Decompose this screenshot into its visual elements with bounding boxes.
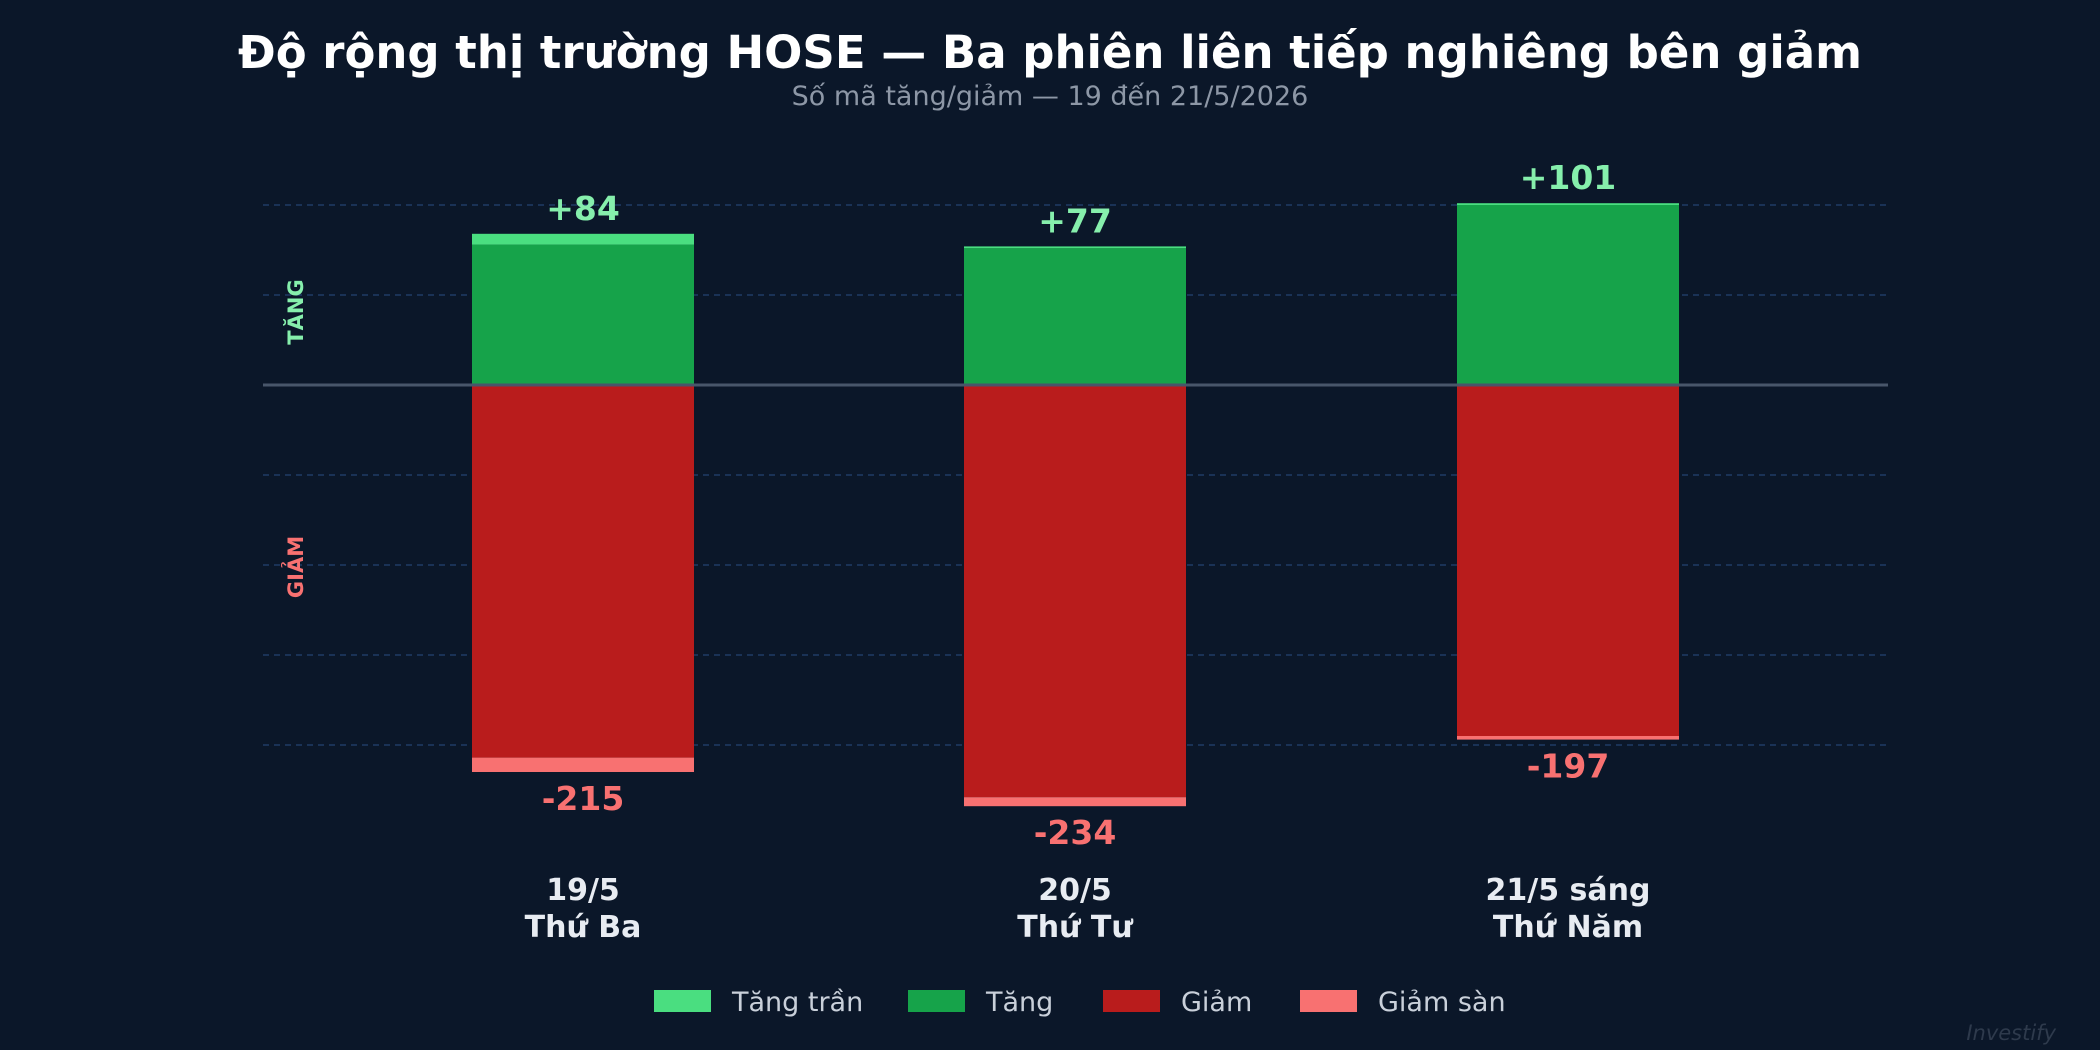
legend-label: Tăng <box>985 987 1053 1018</box>
total-up-label: +101 <box>1520 158 1617 197</box>
bar-up <box>1457 205 1679 385</box>
total-down-label: -197 <box>1527 747 1610 786</box>
total-up-label: +84 <box>546 189 620 228</box>
value-labels: +84 -215 +77 -234 +101 -197 <box>542 158 1617 852</box>
watermark: Investify <box>1966 1021 2056 1045</box>
bar-floor-down <box>964 797 1186 807</box>
bar-up <box>472 244 694 385</box>
category-date-label: 21/5 sáng <box>1486 873 1651 908</box>
chart-title: Độ rộng thị trường HOSE — Ba phiên liên … <box>238 26 1862 79</box>
category-weekday-label: Thứ Tư <box>1017 910 1133 945</box>
bar-up <box>964 248 1186 385</box>
category-weekday-label: Thứ Năm <box>1493 910 1643 945</box>
chart-subtitle: Số mã tăng/giảm — 19 đến 21/5/2026 <box>792 81 1309 112</box>
legend-label: Giảm sàn <box>1378 987 1506 1018</box>
legend-swatch <box>908 990 965 1012</box>
category-date-label: 20/5 <box>1038 873 1112 908</box>
bar-down <box>964 385 1186 798</box>
bar-floor-down <box>472 757 694 772</box>
legend-swatch <box>654 990 711 1012</box>
total-down-label: -234 <box>1034 813 1117 852</box>
zone-label-down: GIẢM <box>281 536 308 598</box>
category-weekday-label: Thứ Ba <box>525 910 642 945</box>
category-date-label: 19/5 <box>546 873 620 908</box>
bars <box>472 203 1679 807</box>
legend: Tăng trần Tăng Giảm Giảm sàn <box>654 987 1506 1018</box>
zone-label-up: TĂNG <box>283 279 308 344</box>
bar-down <box>1457 385 1679 736</box>
bar-ceiling-up <box>1457 203 1679 205</box>
total-up-label: +77 <box>1038 201 1112 240</box>
bar-ceiling-up <box>964 246 1186 249</box>
legend-label: Giảm <box>1181 987 1252 1018</box>
bar-floor-down <box>1457 736 1679 740</box>
legend-swatch <box>1300 990 1357 1012</box>
bar-down <box>472 385 694 758</box>
legend-label: Tăng trần <box>731 987 863 1018</box>
bar-ceiling-up <box>472 233 694 245</box>
total-down-label: -215 <box>542 779 625 818</box>
legend-swatch <box>1103 990 1160 1012</box>
